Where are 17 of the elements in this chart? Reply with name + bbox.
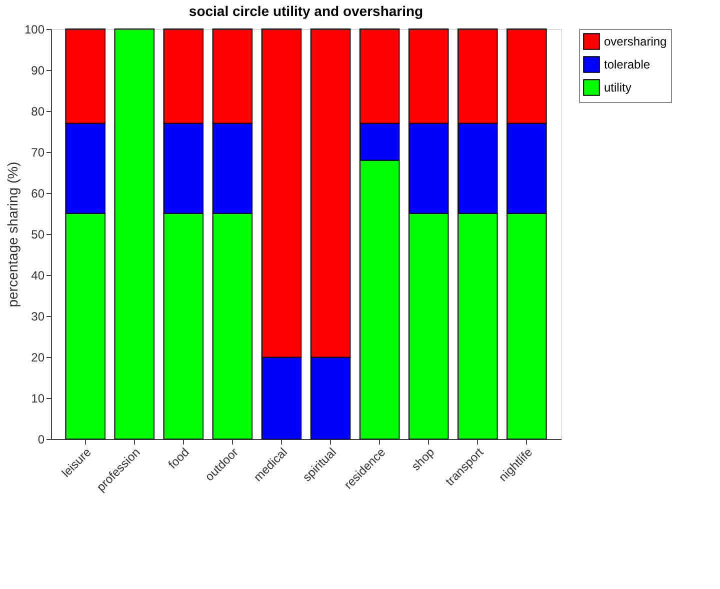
legend-label: utility (604, 80, 632, 94)
y-tick-label: 20 (31, 350, 45, 364)
legend-label: oversharing (604, 34, 667, 48)
y-tick-label: 80 (31, 104, 45, 118)
chart-title: social circle utility and oversharing (188, 3, 424, 19)
y-tick-label: 50 (31, 228, 45, 242)
legend-label: tolerable (604, 58, 650, 72)
y-tick-label: 0 (38, 432, 45, 446)
y-tick-label: 40 (31, 268, 45, 282)
y-tick-label: 100 (24, 22, 45, 36)
y-tick-label: 30 (31, 310, 45, 324)
y-tick-label: 10 (31, 392, 45, 406)
y-tick-label: 90 (31, 64, 45, 78)
y-tick-label: 70 (31, 146, 45, 160)
bar (114, 28, 154, 440)
y-axis-title: percentage sharing (%) (4, 162, 20, 308)
y-tick-label: 60 (31, 186, 45, 200)
